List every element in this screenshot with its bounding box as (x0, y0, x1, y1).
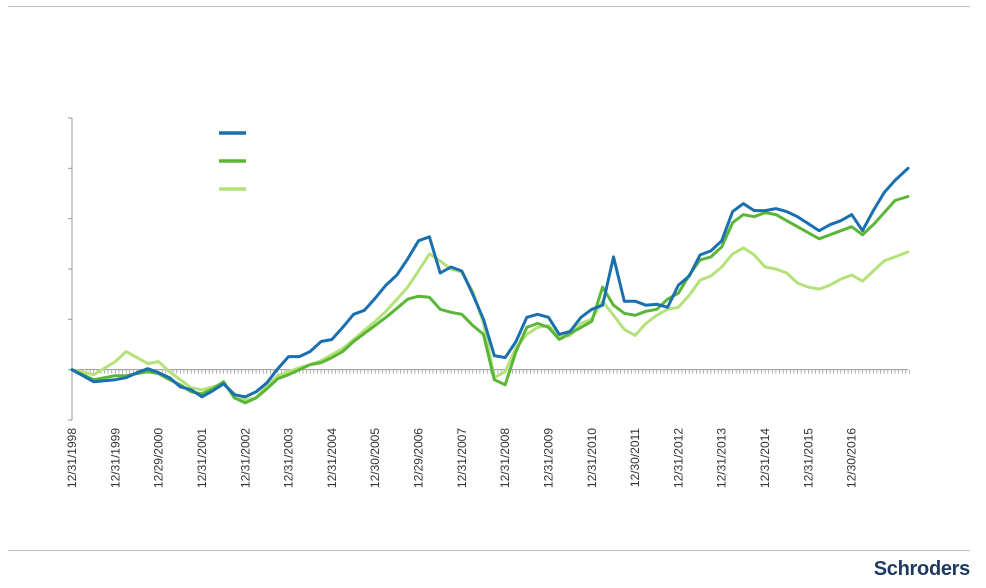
x-tick-label: 12/30/2005 (368, 428, 382, 488)
chart-legend (219, 131, 246, 191)
chart-series (70, 166, 910, 405)
x-tick-label: 12/31/2002 (238, 428, 252, 488)
series-line-1 (70, 166, 910, 399)
x-tick-label: 12/31/2012 (671, 428, 685, 488)
x-axis-labels: 12/31/1998 12/31/1999 12/29/2000 12/31/2001… (65, 428, 859, 488)
x-tick-label: 12/30/2011 (628, 428, 642, 487)
series-line-2 (70, 195, 910, 405)
x-tick-label: 12/31/2010 (585, 428, 599, 488)
x-tick-label: 12/31/2014 (758, 428, 772, 488)
top-divider (8, 6, 970, 7)
x-tick-label: 12/31/2003 (282, 428, 296, 488)
schroders-logo: Schroders (873, 558, 971, 580)
x-tick-label: 12/31/2001 (195, 428, 209, 488)
x-tick-label: 12/31/2009 (541, 428, 555, 488)
x-tick-label: 12/31/2015 (801, 428, 815, 488)
x-tick-label: 12/31/1999 (108, 428, 122, 488)
x-tick-label: 12/29/2000 (152, 428, 166, 488)
x-tick-label: 12/31/2007 (455, 428, 469, 488)
x-tick-label: 12/29/2006 (412, 428, 426, 488)
x-tick-label: 12/31/2013 (715, 428, 729, 488)
x-tick-label: 12/30/2016 (845, 428, 859, 488)
chart-axes (68, 117, 910, 421)
bottom-divider (8, 550, 970, 551)
series-line-3 (70, 246, 910, 402)
x-tick-label: 12/31/1998 (65, 428, 79, 488)
x-tick-label: 12/31/2004 (325, 428, 339, 488)
x-tick-label: 12/31/2008 (498, 428, 512, 488)
